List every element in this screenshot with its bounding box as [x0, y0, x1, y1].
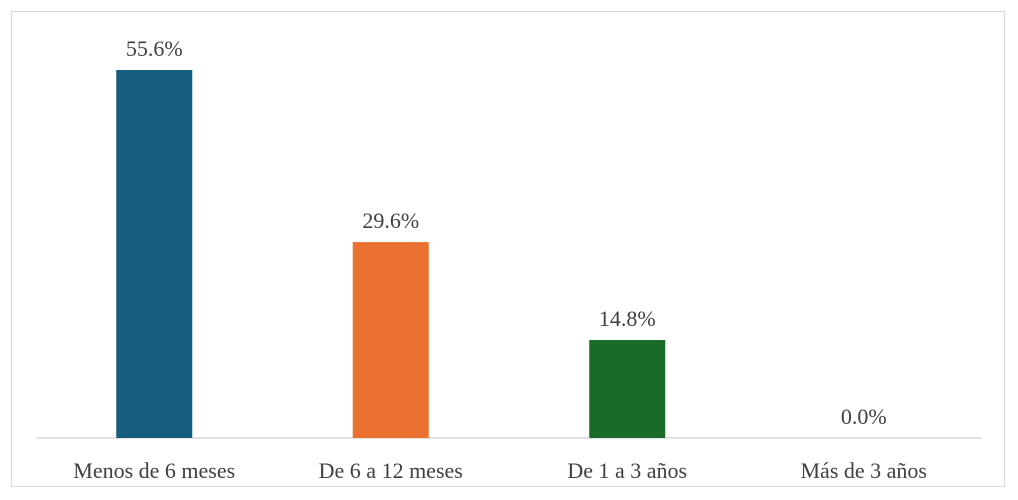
value-label-2: 29.6% [362, 208, 419, 233]
bar-1 [116, 70, 193, 438]
value-labels-group: 55.6% 29.6% 14.8% 0.0% [126, 36, 887, 429]
value-label-3: 14.8% [599, 306, 656, 331]
value-label-1: 55.6% [126, 36, 183, 61]
bar-3 [589, 340, 666, 438]
tick-labels-group: Menos de 6 meses De 6 a 12 meses De 1 a 3 … [73, 458, 927, 483]
category-label-2: De 6 a 12 meses [319, 458, 463, 483]
bars-group [116, 70, 666, 438]
category-label-1: Menos de 6 meses [73, 458, 235, 483]
category-label-4: Más de 3 años [801, 458, 927, 483]
value-label-4: 0.0% [841, 404, 887, 429]
category-label-3: De 1 a 3 años [567, 458, 687, 483]
bar-2 [352, 242, 429, 438]
